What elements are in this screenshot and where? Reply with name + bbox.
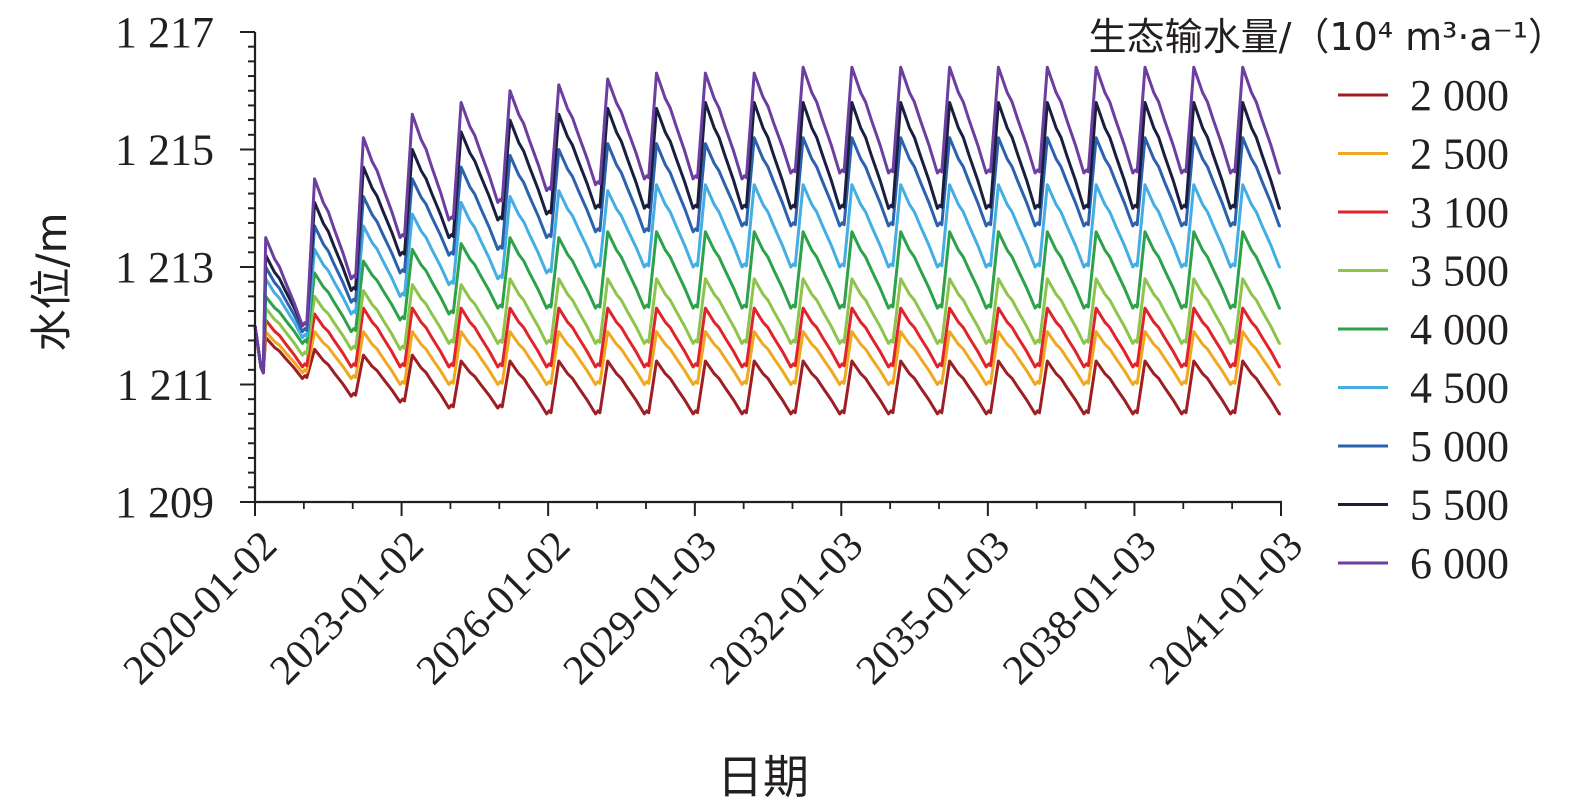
y-tick-label: 1 217 [115, 8, 214, 57]
legend-label: 5 500 [1410, 481, 1509, 530]
x-tick-label: 2026-01-02 [408, 523, 579, 694]
legend-label: 5 000 [1410, 422, 1509, 471]
legend-label: 2 500 [1410, 130, 1509, 179]
x-tick-label: 2029-01-03 [555, 523, 726, 694]
legend-label: 6 000 [1410, 539, 1509, 588]
x-tick-label: 2041-01-03 [1141, 523, 1312, 694]
y-tick-label: 1 209 [115, 478, 214, 527]
legend-label: 2 000 [1410, 71, 1509, 120]
y-tick-label: 1 215 [115, 126, 214, 175]
x-tick-label: 2032-01-03 [701, 523, 872, 694]
y-ticks: 1 209 1 211 1 213 1 215 1 217 [115, 8, 255, 527]
series-lines [253, 65, 1281, 416]
legend-label: 4 000 [1410, 305, 1509, 354]
x-tick-label: 2020-01-02 [115, 523, 286, 694]
series-line-4000 [253, 230, 1281, 375]
series-line-3100 [253, 306, 1281, 375]
legend-title: 生态输水量/（10⁴ m³·a⁻¹） [1089, 15, 1566, 59]
legend-label: 4 500 [1410, 364, 1509, 413]
series-line-5500 [253, 101, 1281, 375]
y-axis-title: 水位/m [27, 212, 76, 351]
series-line-3500 [253, 277, 1281, 375]
x-tick-label: 2038-01-03 [994, 523, 1165, 694]
series-line-2500 [253, 325, 1281, 386]
x-tick-label: 2023-01-02 [262, 523, 433, 694]
y-tick-label: 1 211 [117, 361, 214, 410]
series-line-4500 [253, 183, 1281, 375]
series-line-6000 [253, 65, 1281, 375]
series-line-2000 [253, 325, 1281, 416]
y-tick-label: 1 213 [115, 243, 214, 292]
x-axis-title: 日期 [717, 750, 809, 804]
x-ticks: 2020-01-022023-01-022026-01-022029-01-03… [115, 502, 1312, 694]
x-tick-label: 2035-01-03 [848, 523, 1019, 694]
legend-label: 3 100 [1410, 188, 1509, 237]
legend-label: 3 500 [1410, 247, 1509, 296]
legend: 生态输水量/（10⁴ m³·a⁻¹） 2 000 2 500 3 100 3 500 4… [1089, 15, 1566, 588]
series-line-5000 [253, 136, 1281, 375]
